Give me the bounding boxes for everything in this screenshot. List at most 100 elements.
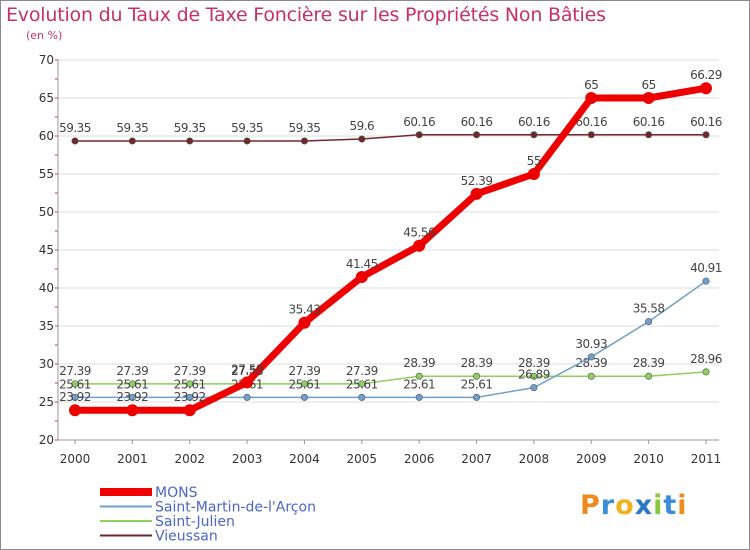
data-label: 25.61 [174,377,206,391]
data-label: 60.16 [690,115,722,129]
data-point [358,135,366,143]
y-tick-label: 60 [39,129,54,143]
data-label: 25.61 [346,377,378,391]
data-point [300,393,308,401]
data-label: 28.39 [633,356,665,370]
data-point [587,353,595,361]
y-tick-label: 40 [39,281,54,295]
logo-letter: o [615,490,635,521]
data-label: 65 [641,78,655,92]
data-point [415,393,423,401]
data-point [702,277,710,285]
data-label: 59.35 [116,121,148,135]
data-point [700,82,712,95]
x-tick-label: 2001 [117,452,148,466]
legend-label: Saint-Julien [155,514,235,530]
data-point [415,372,423,380]
data-label: 27.39 [116,364,148,378]
y-tick-label: 70 [39,53,54,67]
legend-label: Vieussan [155,529,218,545]
proxiti-logo: Proxiti [580,490,688,521]
data-point [128,137,136,145]
series-line [71,84,710,414]
data-label: 27.39 [174,364,206,378]
data-label: 65 [584,78,598,92]
data-point [645,318,653,326]
data-point [243,137,251,145]
data-point [473,131,481,139]
series-line [74,280,707,399]
data-point [126,404,139,417]
data-label: 27.39 [289,364,321,378]
data-label: 60.16 [461,115,493,129]
data-point [186,380,194,388]
data-point [241,376,254,389]
data-label: 28.39 [403,356,435,370]
data-point [413,239,426,252]
data-label: 60.16 [575,115,607,129]
data-label: 28.96 [690,352,722,366]
x-tick-label: 2003 [232,452,263,466]
data-label: 55 [527,154,541,168]
y-tick-label: 25 [39,395,54,409]
data-label: 60.16 [403,115,435,129]
data-label: 27.39 [59,364,91,378]
x-tick-label: 2006 [404,452,435,466]
y-tick-label: 50 [39,205,54,219]
logo-letter: r [600,490,616,521]
data-label: 59.6 [349,119,374,133]
data-label: 59.35 [231,121,263,135]
legend-label: Saint-Martin-de-l'Arçon [155,500,316,516]
data-label: 66.29 [690,68,722,82]
logo-letter: P [580,490,601,521]
logo-letter: x [634,490,654,521]
data-point [183,404,196,417]
x-tick-label: 2000 [60,452,91,466]
x-tick-label: 2010 [633,452,664,466]
data-label: 25.61 [59,377,91,391]
data-point [642,92,655,104]
logo-letter: i [653,490,664,521]
x-tick-label: 2007 [461,452,492,466]
data-point [587,131,595,139]
data-label: 23.92 [174,390,206,404]
data-point [473,393,481,401]
data-label: 23.92 [116,390,148,404]
data-label: 59.35 [289,121,321,135]
data-label: 25.61 [461,377,493,391]
data-label: 40.91 [690,261,722,275]
data-point [300,380,308,388]
data-label: 28.39 [518,356,550,370]
data-point [355,270,368,283]
data-label: 25.61 [403,377,435,391]
y-axis-unit: (en %) [26,29,63,42]
data-label: 26.89 [518,368,550,382]
data-point [587,372,595,380]
data-label: 27.58 [231,362,263,376]
data-point [128,380,136,388]
data-point [530,372,538,380]
data-label: 27.39 [346,364,378,378]
data-point [530,131,538,139]
data-label: 41.45 [346,257,378,271]
data-label: 35.43 [289,303,321,317]
data-point [69,404,81,417]
data-label: 59.35 [174,121,206,135]
data-point [186,137,194,145]
data-label: 28.39 [575,356,607,370]
data-label: 60.16 [518,115,550,129]
data-point [128,393,136,401]
series-line [74,371,707,385]
y-tick-label: 45 [39,243,54,257]
x-tick-label: 2009 [576,452,607,466]
x-tick-label: 2002 [174,452,205,466]
data-point [71,137,79,145]
data-label: 60.16 [633,115,665,129]
data-point [470,187,483,200]
chart-title: Evolution du Taux de Taxe Foncière sur l… [6,4,606,26]
y-tick-label: 55 [39,167,54,181]
data-label: 28.39 [461,356,493,370]
data-label: 45.56 [403,226,435,240]
data-point [186,393,194,401]
